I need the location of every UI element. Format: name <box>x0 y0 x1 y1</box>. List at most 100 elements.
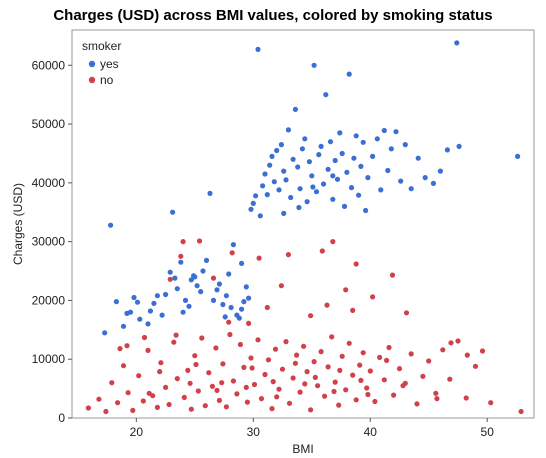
point-no <box>125 390 131 396</box>
point-yes <box>228 304 234 311</box>
point-no <box>195 388 201 394</box>
point-yes <box>239 306 245 312</box>
x-tick-label: 20 <box>130 425 144 439</box>
point-no <box>332 379 338 385</box>
point-yes <box>332 157 338 164</box>
point-no <box>488 400 494 406</box>
point-yes <box>327 139 334 145</box>
point-yes <box>236 315 242 321</box>
point-no <box>196 238 203 244</box>
point-yes <box>102 330 108 336</box>
point-no <box>163 384 169 390</box>
point-no <box>463 395 469 401</box>
point-yes <box>299 146 305 152</box>
point-no <box>329 334 335 340</box>
point-yes <box>323 92 329 98</box>
point-yes <box>309 173 315 179</box>
y-axis-label: Charges (USD) <box>11 183 25 265</box>
point-no <box>308 313 314 319</box>
point-no <box>297 389 303 395</box>
point-no <box>109 380 115 386</box>
point-no <box>420 373 426 379</box>
point-no <box>237 341 243 348</box>
point-yes <box>182 297 189 303</box>
point-yes <box>378 187 384 193</box>
point-no <box>220 361 226 367</box>
point-yes <box>374 136 380 142</box>
point-no <box>219 380 225 386</box>
point-no <box>518 408 524 415</box>
point-yes <box>288 194 294 201</box>
y-tick-label: 20000 <box>32 293 66 307</box>
point-no <box>325 364 331 370</box>
point-no <box>353 397 359 403</box>
point-yes <box>295 164 301 170</box>
point-no <box>180 239 186 245</box>
point-yes <box>454 40 460 46</box>
y-tick-label: 40000 <box>32 176 66 190</box>
point-yes <box>381 127 387 134</box>
series-yes-points <box>102 40 521 336</box>
point-no <box>187 380 193 386</box>
point-yes <box>186 303 192 309</box>
point-no <box>264 304 270 311</box>
point-yes <box>320 181 327 187</box>
point-no <box>283 339 289 345</box>
point-yes <box>316 152 322 158</box>
point-yes <box>304 199 310 205</box>
point-yes <box>243 284 249 290</box>
point-yes <box>239 260 245 266</box>
point-no <box>278 283 284 289</box>
point-no <box>337 367 343 373</box>
point-no <box>479 348 486 354</box>
point-yes <box>385 167 391 174</box>
legend-marker-yes <box>88 60 96 68</box>
point-yes <box>334 176 341 182</box>
point-yes <box>198 289 204 295</box>
point-no <box>115 400 121 406</box>
point-no <box>336 402 342 408</box>
point-yes <box>145 321 151 327</box>
point-yes <box>250 200 256 206</box>
point-yes <box>264 192 270 198</box>
point-no <box>372 398 378 405</box>
point-no <box>227 331 233 338</box>
point-no <box>174 376 180 382</box>
point-no <box>343 287 349 293</box>
point-yes <box>154 293 160 299</box>
point-no <box>124 343 130 349</box>
point-yes <box>230 242 236 248</box>
point-no <box>140 398 146 404</box>
point-yes <box>283 177 289 183</box>
x-tick-label: 30 <box>247 425 261 439</box>
point-yes <box>292 106 298 112</box>
point-no <box>193 361 199 368</box>
point-no <box>229 250 235 256</box>
point-yes <box>388 146 394 152</box>
point-yes <box>430 180 436 186</box>
point-yes <box>311 62 317 68</box>
point-yes <box>151 300 157 306</box>
legend-title: smoker <box>82 39 121 53</box>
point-yes <box>134 299 141 305</box>
point-no <box>308 407 314 413</box>
point-yes <box>178 259 184 265</box>
point-no <box>258 396 265 402</box>
point-no <box>448 340 454 346</box>
point-no <box>367 368 373 374</box>
point-yes <box>296 204 302 211</box>
point-no <box>234 391 240 397</box>
point-no <box>251 381 258 388</box>
point-no <box>353 261 359 267</box>
point-no <box>324 302 330 308</box>
point-no <box>290 375 296 381</box>
point-yes <box>207 190 213 196</box>
point-yes <box>515 153 521 159</box>
point-no <box>440 347 446 353</box>
point-yes <box>290 156 296 162</box>
point-no <box>381 377 387 383</box>
point-yes <box>306 159 312 165</box>
point-no <box>173 332 179 338</box>
point-no <box>154 404 160 410</box>
point-no <box>315 383 321 389</box>
